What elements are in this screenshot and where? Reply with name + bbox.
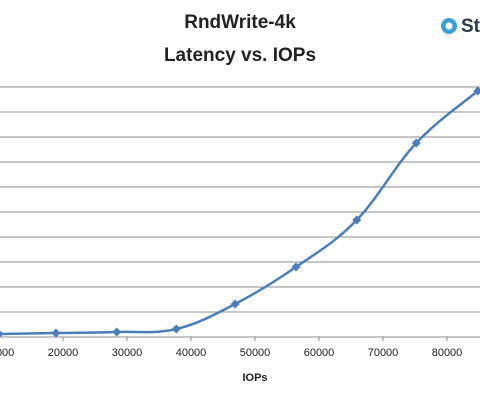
series-line [0, 90, 479, 336]
logo-text: St [461, 16, 480, 37]
x-tick-label: 60000 [304, 347, 335, 359]
chart-subtitle: Latency vs. IOPs [164, 45, 316, 66]
x-tick-label: 80000 [432, 347, 463, 359]
data-point [230, 299, 240, 309]
data-point [51, 328, 61, 338]
data-point [291, 262, 301, 272]
x-tick-label: 70000 [368, 347, 399, 359]
data-point [171, 324, 181, 334]
data-point [352, 215, 362, 225]
x-tick-label: 50000 [240, 347, 271, 359]
logo-icon-center [445, 22, 453, 30]
data-point [411, 138, 421, 148]
x-tick-label: 30000 [112, 347, 143, 359]
x-axis-label: IOPs [242, 372, 267, 384]
chart-title: RndWrite-4k [184, 12, 296, 33]
data-point [112, 327, 122, 337]
x-tick-label: 40000 [176, 347, 207, 359]
x-tick-label: 20000 [48, 347, 79, 359]
data-point [0, 330, 4, 338]
x-tick-label: 10000 [0, 347, 14, 359]
data-point [473, 86, 480, 96]
